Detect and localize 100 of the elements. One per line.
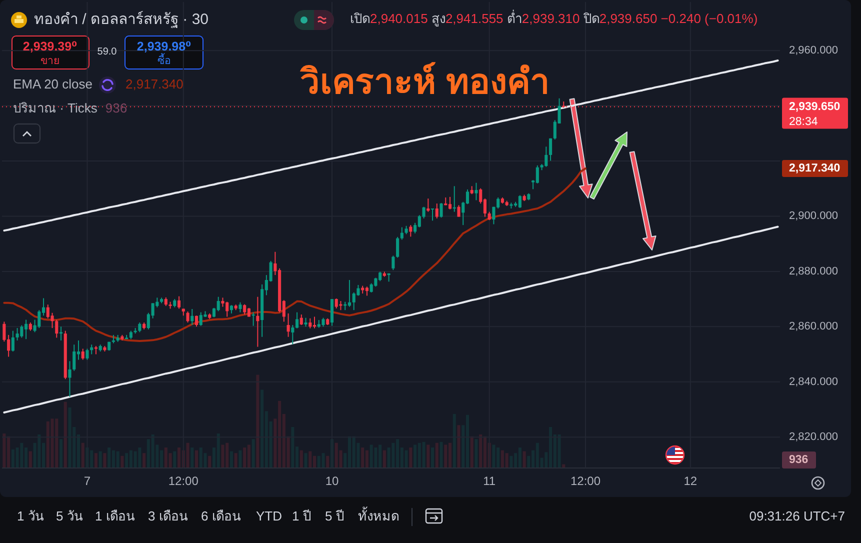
bar [120,456,124,468]
candlestick [16,328,19,341]
candlestick [190,308,194,326]
bar [234,453,238,468]
bar [238,450,242,468]
candlestick [330,298,334,326]
bar [409,447,412,468]
bar [370,444,373,468]
candlestick [38,310,41,329]
bar [474,439,478,468]
bar [243,447,246,468]
bar [426,444,430,468]
x-tick-label: 11 [483,474,496,488]
candlestick [186,310,190,324]
bar [361,447,364,468]
bar [50,418,54,468]
bar [68,407,72,468]
bar [444,444,448,468]
candlestick [544,146,548,168]
bar [414,444,417,468]
candlestick [177,296,181,310]
bar [28,451,32,468]
bar [466,414,470,468]
bar [522,451,526,468]
candlestick [138,322,142,333]
bar [404,450,408,468]
candlestick [256,296,260,348]
bar [108,447,111,468]
text: ทองคำ / ดอลลาร์สหรัฐ · 30 [34,10,209,28]
candlestick [86,348,89,360]
text: 1 ปี [292,508,311,524]
annotation: เปิด2,940.015 สูง2,941.555 ต่ำ2,939.310 ปิด2,939.650 −0.240 (−0.01%) [350,10,758,28]
bar [518,447,522,468]
y-tick-label: 2,860.000 [789,320,838,333]
bar [492,444,496,468]
bar [94,453,98,468]
bar [59,439,63,468]
bar [81,442,84,468]
annotation: ขาย [40,54,60,67]
candlestick [409,224,412,238]
bar [505,453,508,468]
bar [510,456,513,468]
x-tick-label: 12 [684,474,698,488]
bar [138,447,142,468]
bar [208,456,212,468]
text: YTD [256,508,282,524]
text: 1 วัน [17,508,44,524]
candlestick [72,344,76,372]
bar [125,453,128,468]
candlestick [365,286,368,296]
text: วิเคราะห์ ทองคำ [299,61,550,102]
bar [430,447,434,468]
y-tick-label: 2,820.000 [789,430,838,443]
bar [216,434,220,468]
bar [142,453,146,468]
bar [448,442,452,468]
text: 09:31:26 UTC+7 [749,508,845,524]
bar [326,456,330,468]
candlestick [518,194,522,208]
text: ทั้งหมด [358,506,399,524]
annotation: ปริมาณ · Ticks [13,100,98,116]
candlestick [396,236,400,258]
bar [230,451,233,468]
text: 5 ปี [325,508,344,524]
text: 2,917.340 [789,162,840,174]
candlestick [536,164,539,184]
bar [365,450,368,468]
candlestick [400,226,404,240]
candlestick [68,360,72,398]
annotation: 2,917.340 [126,76,184,92]
bar [452,414,456,468]
bar [440,442,443,468]
candlestick [392,255,395,271]
candlestick [11,330,14,352]
bar [116,451,120,468]
candlestick [20,324,24,338]
annotation: EMA 20 close [13,76,92,92]
annotation: 936 [105,100,128,116]
candlestick [474,182,478,201]
candlestick [238,302,242,313]
x-tick-label: 12:00 [570,474,601,488]
candlestick [221,297,224,308]
text: 28:34 [789,116,818,128]
text: 3 เดือน [148,508,188,524]
line-series [3,167,586,342]
candlestick [549,138,552,162]
candlestick [435,203,438,219]
candlestick [300,314,303,326]
candlestick [243,304,246,316]
candlestick [430,208,434,222]
text: 5 วัน [56,508,83,524]
bar [2,434,6,468]
candlestick [59,326,63,341]
bar [322,453,325,468]
candlestick [370,282,373,293]
candlestick [81,348,84,360]
x-tick-label: 7 [84,474,91,488]
text: 6 เดือน [201,508,241,524]
bar [479,434,482,468]
text: 936 [789,454,808,466]
